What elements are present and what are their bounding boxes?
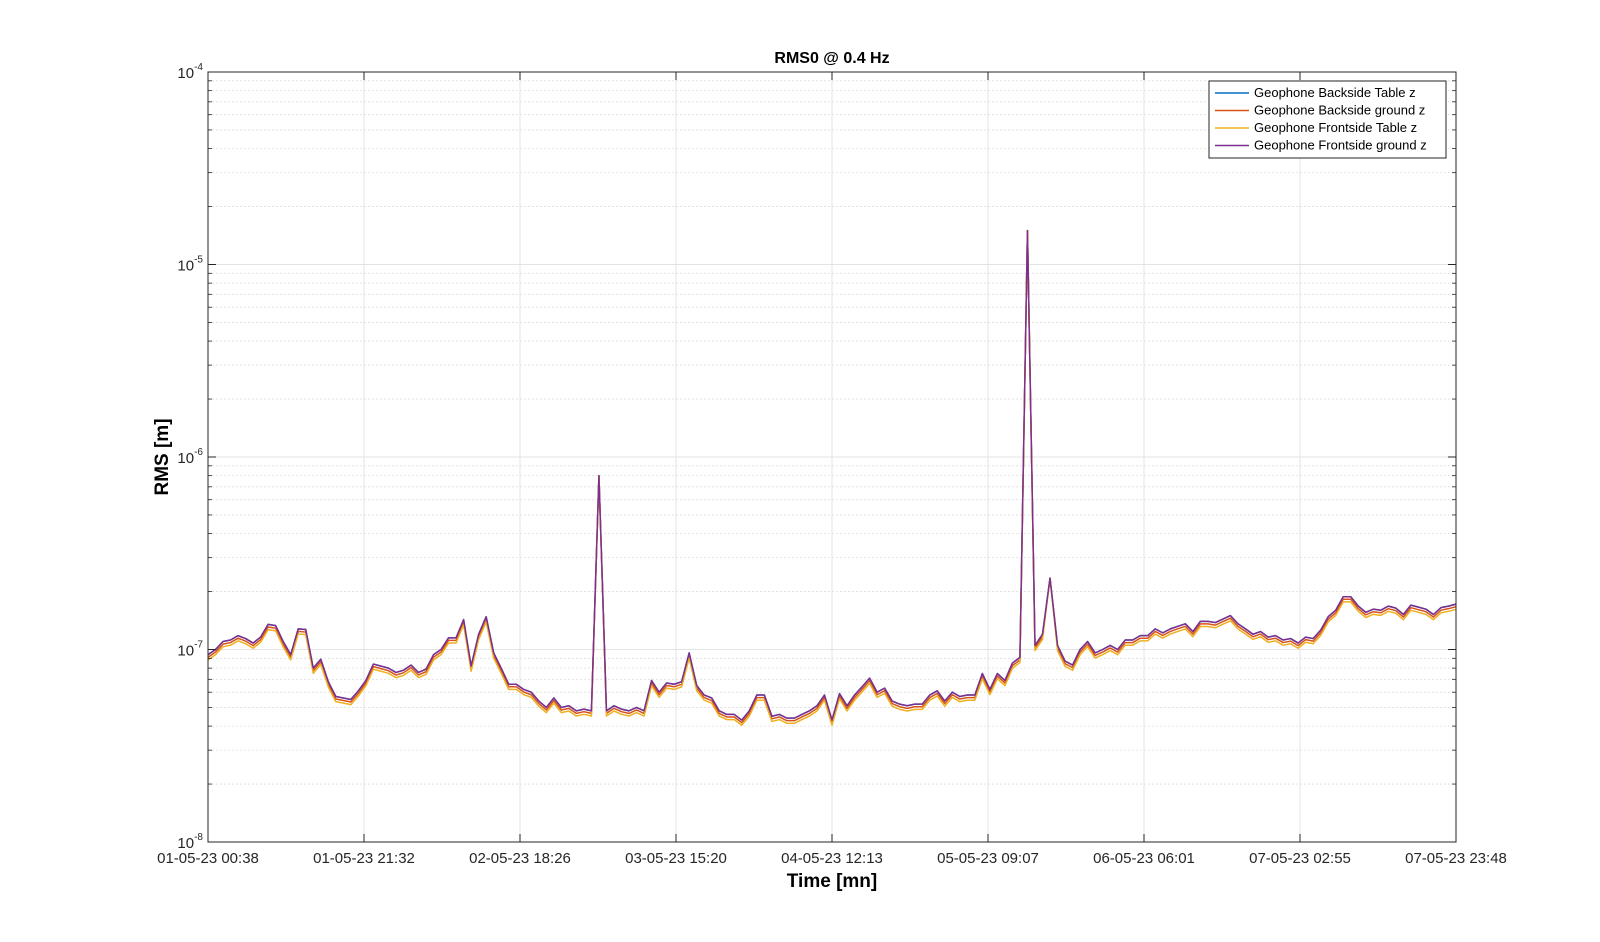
legend-entry: Geophone Backside Table z xyxy=(1215,85,1416,100)
x-tick-labels: 01-05-23 00:38 01-05-23 21:32 02-05-23 18:… xyxy=(157,850,1507,867)
x-tick-label: 07-05-23 23:48 xyxy=(1405,850,1507,867)
x-axis-label: Time [mn] xyxy=(787,871,877,892)
x-tick-label: 01-05-23 21:32 xyxy=(313,850,415,867)
legend: Geophone Backside Table z Geophone Backs… xyxy=(1208,80,1447,159)
ticks xyxy=(207,71,1457,843)
x-tick-label: 02-05-23 18:26 xyxy=(469,850,571,867)
legend-label: Geophone Frontside Table z xyxy=(1254,120,1417,135)
y-tick-label: 10-6 xyxy=(177,447,203,467)
series-line-4 xyxy=(207,229,1457,721)
x-tick-label: 05-05-23 09:07 xyxy=(937,850,1039,867)
x-tick-label: 06-05-23 06:01 xyxy=(1093,850,1195,867)
grid xyxy=(208,71,1456,843)
legend-label: Geophone Frontside ground z xyxy=(1254,138,1427,153)
x-tick-label: 07-05-23 02:55 xyxy=(1249,850,1351,867)
y-tick-label: 10-4 xyxy=(177,62,203,82)
legend-label: Geophone Backside Table z xyxy=(1254,85,1416,100)
x-tick-label: 01-05-23 00:38 xyxy=(157,850,259,867)
y-tick-label: 10-8 xyxy=(177,832,203,852)
x-tick-label: 04-05-23 12:13 xyxy=(781,850,883,867)
y-tick-label: 10-5 xyxy=(177,255,203,275)
series-lines xyxy=(207,229,1457,726)
chart-title: RMS0 @ 0.4 Hz xyxy=(774,50,889,67)
y-axis-label: RMS [m] xyxy=(152,418,173,495)
legend-entry: Geophone Backside ground z xyxy=(1215,103,1425,118)
legend-label: Geophone Backside ground z xyxy=(1254,103,1425,118)
series-line-3 xyxy=(207,229,1457,726)
legend-entry: Geophone Frontside Table z xyxy=(1215,120,1417,135)
y-tick-labels: 10-8 10-7 10-6 10-5 10-4 xyxy=(177,62,203,852)
y-tick-label: 10-7 xyxy=(177,640,203,660)
x-tick-label: 03-05-23 15:20 xyxy=(625,850,727,867)
legend-entry: Geophone Frontside ground z xyxy=(1215,138,1427,153)
